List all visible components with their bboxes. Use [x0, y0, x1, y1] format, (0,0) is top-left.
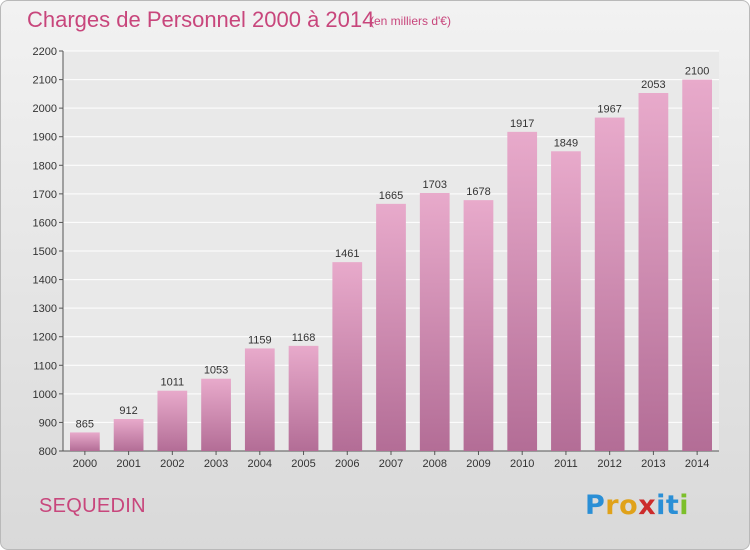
- y-tick-label: 1400: [33, 275, 57, 287]
- bar: [113, 419, 144, 451]
- y-tick-label: 900: [39, 417, 57, 429]
- plot-area: 800 900 1000 1100 1200 1300 1400 1500 1600 1700 18…: [33, 46, 719, 470]
- x-tick-label: 2007: [379, 458, 403, 470]
- x-tick-label: 2005: [291, 458, 315, 470]
- logo-letter: o: [619, 490, 639, 521]
- x-tick-label: 2003: [204, 458, 228, 470]
- bar: [507, 131, 538, 451]
- bar-value-label: 1917: [510, 118, 534, 130]
- bar: [551, 151, 581, 452]
- bar: [419, 193, 450, 451]
- y-tick-label: 2200: [33, 46, 57, 58]
- bar-value-label: 1011: [161, 377, 185, 389]
- x-tick-label: 2014: [685, 458, 709, 470]
- bar: [463, 200, 494, 451]
- y-tick-label: 1800: [33, 160, 57, 172]
- logo-letter: i: [679, 490, 690, 521]
- y-tick-label: 1200: [33, 332, 57, 344]
- commune-name: SEQUEDIN: [39, 495, 146, 517]
- bar-value-label: 1053: [204, 365, 228, 377]
- logo-letter: x: [638, 490, 657, 521]
- bar-value-label: 1678: [466, 186, 490, 198]
- x-tick-label: 2004: [248, 458, 272, 470]
- x-tick-label: 2012: [597, 458, 621, 470]
- bar: [157, 390, 188, 451]
- y-tick-label: 1700: [33, 189, 57, 201]
- bar-value-label: 1703: [422, 179, 446, 191]
- y-tick-label: 2000: [33, 103, 57, 115]
- x-tick-label: 2009: [466, 458, 490, 470]
- logo-letter: i: [656, 490, 666, 521]
- y-tick-label: 1600: [33, 217, 57, 229]
- x-tick-label: 2013: [641, 458, 665, 470]
- x-tick-label: 2010: [510, 458, 534, 470]
- logo-letter: r: [605, 490, 620, 521]
- logo-letter: t: [665, 490, 680, 521]
- bar-value-label: 2053: [641, 79, 665, 91]
- y-tick-label: 1300: [33, 303, 57, 315]
- bar-value-label: 1849: [554, 137, 578, 149]
- bar: [288, 345, 319, 451]
- bar-value-label: 2100: [685, 66, 709, 78]
- x-tick-label: 2000: [73, 458, 97, 470]
- chart-subtitle: (en milliers d'€): [370, 14, 451, 28]
- bar: [69, 432, 100, 451]
- bar: [332, 262, 363, 451]
- bar: [638, 93, 669, 451]
- bar-value-label: 865: [76, 418, 94, 430]
- bar: [201, 378, 231, 451]
- x-tick-label: 2001: [116, 458, 140, 470]
- bar: [682, 79, 713, 452]
- y-tick-label: 800: [39, 446, 57, 458]
- x-tick-label: 2011: [554, 458, 578, 470]
- bar: [376, 203, 406, 451]
- bar-value-label: 1665: [379, 190, 403, 202]
- y-tick-label: 1100: [33, 360, 57, 372]
- y-tick-label: 1900: [33, 132, 57, 144]
- bar-value-label: 1967: [597, 104, 621, 116]
- x-tick-label: 2006: [335, 458, 359, 470]
- y-tick-label: 2100: [33, 75, 57, 87]
- y-tick-label: 1500: [33, 246, 57, 258]
- x-tick-label: 2008: [422, 458, 446, 470]
- chart-title: Charges de Personnel 2000 à 2014: [27, 7, 375, 32]
- y-tick-label: 1000: [33, 389, 57, 401]
- proxiti-logo: Proxiti: [585, 490, 689, 521]
- x-tick-label: 2002: [160, 458, 184, 470]
- bar-value-label: 1159: [248, 334, 272, 346]
- bar-value-label: 912: [119, 405, 137, 417]
- bar: [594, 117, 625, 452]
- logo-letter: P: [585, 490, 606, 521]
- bar: [244, 348, 275, 451]
- bar-value-label: 1461: [335, 248, 359, 260]
- bar-value-label: 1168: [292, 332, 316, 344]
